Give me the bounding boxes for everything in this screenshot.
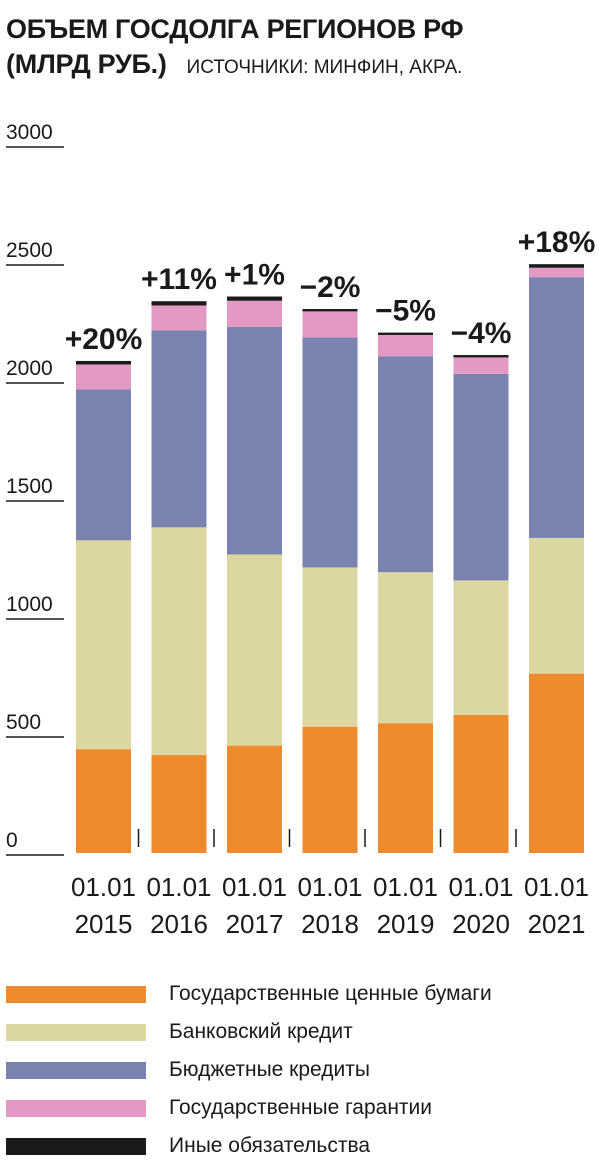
bar-segment: [227, 745, 282, 853]
bar-segment: [302, 726, 358, 853]
x-tick-label: 2021: [528, 909, 586, 939]
bar-segment: [302, 567, 358, 727]
bar-segment: [529, 537, 584, 674]
bar-segment: [76, 749, 131, 853]
y-tick-label: 0: [6, 829, 18, 852]
y-tick-label: 2500: [6, 239, 53, 262]
bar-segment: [529, 277, 584, 538]
y-tick-label: 3000: [6, 121, 53, 144]
change-label: −5%: [375, 295, 436, 328]
bars: +20% +11% +1% −2% −5% −4% +18%: [65, 226, 596, 853]
bar-segment: [378, 332, 433, 335]
x-tick-label: 01.01: [222, 872, 287, 902]
bar-segment: [378, 334, 433, 357]
title-line-1: ОБЪЕМ ГОСДОЛГА РЕГИОНОВ РФ: [6, 14, 464, 44]
legend-label: Государственные гарантии: [169, 1096, 432, 1119]
title-line-2: (МЛРД РУБ.): [6, 49, 167, 79]
bar-segment: [302, 309, 358, 312]
y-tick-label: 1500: [6, 475, 53, 498]
legend-label: Бюджетные кредиты: [169, 1058, 370, 1081]
legend-swatch: [6, 1061, 146, 1079]
x-tick-label: 2017: [226, 909, 284, 939]
legend-label: Банковский кредит: [169, 1020, 353, 1043]
bar-segment: [151, 305, 207, 331]
x-tick-label: 01.01: [146, 872, 211, 902]
change-label: +11%: [141, 263, 217, 296]
x-tick-label: 2019: [377, 909, 435, 939]
bar-segment: [378, 356, 433, 573]
x-tick-label: 01.01: [297, 872, 362, 902]
legend-swatch: [6, 985, 146, 1003]
bar-segment: [76, 360, 131, 365]
bar-segment: [529, 267, 584, 278]
x-tick-label: 01.01: [524, 872, 589, 902]
bar-segment: [453, 373, 509, 581]
legend-swatch: [6, 1023, 146, 1041]
x-tick-label: 01.01: [448, 872, 513, 902]
bar-segment: [529, 673, 584, 853]
bar-segment: [227, 554, 282, 746]
y-tick-label: 2000: [6, 357, 53, 380]
source-note: ИСТОЧНИКИ: МИНФИН, АКРА.: [186, 57, 463, 78]
bar-segment: [302, 311, 358, 338]
bar-segment: [529, 264, 584, 268]
legend-label: Иные обязательства: [169, 1134, 371, 1157]
bar-segment: [76, 389, 131, 541]
change-label: +18%: [518, 226, 596, 259]
change-label: +1%: [224, 259, 285, 292]
legend-item: Государственные гарантии: [6, 1089, 596, 1127]
bar-segment: [302, 337, 358, 568]
legend-item: Банковский кредит: [6, 1013, 596, 1051]
bar-segment: [453, 355, 509, 358]
x-tick-label: 2020: [452, 909, 510, 939]
bar-segment: [76, 364, 131, 390]
bar-segment: [227, 296, 282, 301]
y-axis: 3000 2500 2000 1500 1000 500 0: [6, 121, 64, 856]
bar-segment: [151, 755, 207, 853]
x-tick-label: 2018: [301, 909, 359, 939]
legend: Государственные ценные бумаги Банковский …: [6, 975, 596, 1165]
change-label: −4%: [451, 317, 512, 350]
bar-segment: [453, 714, 509, 853]
bar-segment: [227, 300, 282, 327]
legend-item: Государственные ценные бумаги: [6, 975, 596, 1013]
bar-segment: [378, 723, 433, 853]
x-tick-label: 2015: [75, 909, 133, 939]
x-tick-label: 2016: [150, 909, 208, 939]
chart-title: ОБЪЕМ ГОСДОЛГА РЕГИОНОВ РФ (МЛРД РУБ.) ИС…: [6, 12, 596, 85]
legend-swatch: [6, 1099, 146, 1117]
legend-item: Бюджетные кредиты: [6, 1051, 596, 1089]
x-axis: 01.01 2015 01.01 2016 01.01 2017 01.01 2018 01.0…: [71, 829, 589, 939]
bar-segment: [227, 326, 282, 555]
x-tick-label: 01.01: [71, 872, 136, 902]
bar-segment: [151, 301, 207, 306]
y-tick-label: 500: [6, 711, 41, 734]
change-label: +20%: [65, 323, 143, 356]
legend-label: Государственные ценные бумаги: [169, 982, 492, 1005]
y-tick-label: 1000: [6, 593, 53, 616]
bar-segment: [378, 572, 433, 724]
legend-item: Иные обязательства: [6, 1127, 596, 1165]
change-label: −2%: [300, 271, 361, 304]
bar-segment: [151, 330, 207, 528]
bar-segment: [76, 540, 131, 750]
bar-segment: [151, 527, 207, 756]
bar-segment: [453, 357, 509, 374]
bar-segment: [453, 580, 509, 715]
x-tick-label: 01.01: [373, 872, 438, 902]
legend-swatch: [6, 1137, 146, 1155]
